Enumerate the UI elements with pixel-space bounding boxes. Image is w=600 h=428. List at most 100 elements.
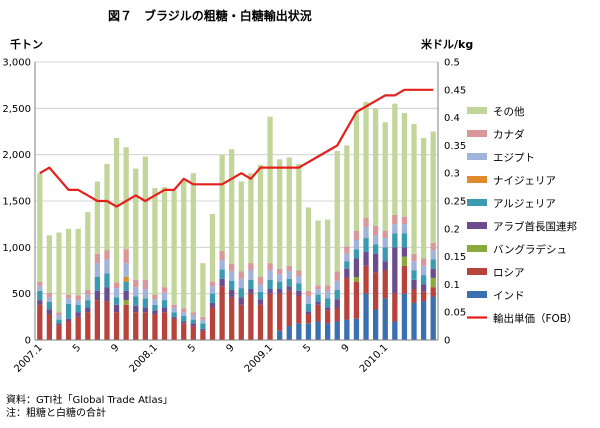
bar-segment [171,316,177,319]
y-left-tick-label: 3,000 [2,58,31,69]
bar-segment [277,274,283,282]
bar-segment [344,277,350,320]
bar-segment [219,251,225,261]
bar-segment [420,275,427,285]
legend-swatch [467,268,487,275]
bar-segment [430,242,436,251]
bar-segment [229,264,235,272]
bar-segment [401,112,408,217]
bar-segment [123,147,129,250]
bar-segment [238,181,244,272]
bar-segment [420,137,427,259]
bar-segment [190,323,196,327]
bar-segment [392,214,398,225]
bar-segment [171,304,177,308]
bar-segment [200,319,206,324]
bar-segment [209,286,216,294]
bar-segment [296,163,302,271]
bar-segment [46,302,53,310]
bar-segment [123,249,129,264]
bar-segment [123,281,129,291]
bar-segment [104,273,110,288]
bar-segment [372,235,379,245]
bar-segment [229,297,235,340]
bar-segment [94,253,101,264]
bar-segment [65,321,72,340]
bar-segment [65,303,72,319]
bar-segment [209,302,216,308]
y-left-tick-label: 1,000 [2,243,31,254]
y-right-ticks: 0 0.05 0.1 0.15 0.2 0.25 0.3 0.35 0.4 0.45 0.5 [444,58,466,347]
bar-segment [56,232,62,313]
x-tick-label: 2008.1 [128,342,161,375]
bar-segment [200,263,206,317]
bar-segment [315,302,321,305]
bar-segment [315,304,321,322]
bar-segment [181,308,187,313]
bar-segment [296,283,302,291]
bar-segment [372,226,379,236]
y-left-ticks: 0 500 1,000 1,500 2,000 2,500 3,000 [2,58,31,347]
bar-segment [315,294,321,303]
bar-segment [277,293,283,331]
bar-segment [46,314,53,340]
bar-segment [277,159,283,269]
bar-segment [257,299,264,305]
x-tick-label: 5 [186,342,198,354]
bar-segment [200,316,206,320]
y-left-tick-label: 500 [12,289,31,300]
bar-segment [267,270,273,280]
bar-segment [420,265,427,276]
bar-segment [248,289,254,294]
bar-segment [152,310,158,315]
bar-segment [142,298,148,308]
x-tick-label: 9 [340,342,352,354]
bar-segment [113,288,120,298]
bar-segment [142,312,148,340]
bar-segment [65,228,72,295]
bar-segment [209,213,216,282]
bar-segment [94,181,101,254]
bar-segment [277,281,283,290]
bar-segment [286,157,292,266]
bar-segment [85,312,91,340]
bar-segment [382,230,388,239]
y-right-tick-label: 0.2 [444,224,460,235]
x-tick-label: 5 [301,342,313,354]
bar-segment [401,265,408,294]
x-tick-label: 2010.1 [358,342,391,375]
bar-segment [353,112,360,231]
price-series-line [39,88,434,208]
bar-segment [267,293,273,340]
bar-segment [353,281,360,319]
bar-segment [411,261,417,271]
bar-segment [305,207,312,291]
legend-swatch [467,176,487,183]
bar-segment [37,304,43,340]
bar-segment [372,309,379,340]
legend-swatch [467,291,487,298]
bar-segment [171,318,177,340]
bar-segment [267,263,273,271]
bar-segment [372,108,379,227]
bar-segment [248,263,254,271]
bar-segment [430,259,436,269]
bar-segment [123,290,129,301]
bar-segment [392,224,398,234]
bar-segment [420,291,427,302]
bar-segment [75,316,81,340]
bar-segment [353,258,360,277]
bar-segment [344,319,350,340]
bar-segment [382,261,388,271]
bar-segment [238,278,244,289]
bar-segment [392,321,398,340]
bar-segment [152,304,158,311]
bar-segment [344,268,350,278]
legend-swatch [467,153,487,160]
bar-segment [296,295,302,324]
bar-segment [305,290,312,297]
y-right-tick-label: 0.35 [444,141,466,152]
bar-segment [142,279,148,290]
legend-swatch [467,222,487,229]
y-right-tick-label: 0.5 [444,58,460,69]
